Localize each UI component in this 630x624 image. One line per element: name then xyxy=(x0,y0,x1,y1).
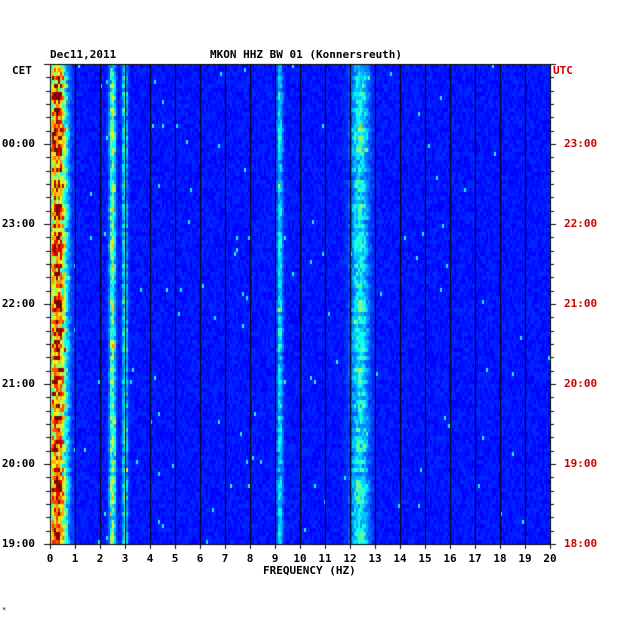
x-tick-label: 4 xyxy=(146,552,154,565)
x-tick-label: 16 xyxy=(443,552,457,565)
x-tick-label: 12 xyxy=(343,552,357,565)
corner-mark: * xyxy=(2,606,7,614)
left-y-tick-label: 20:00 xyxy=(1,457,35,470)
left-y-tick-label: 23:00 xyxy=(1,217,35,230)
x-tick-label: 5 xyxy=(171,552,179,565)
x-tick-label: 2 xyxy=(96,552,104,565)
x-tick-label: 17 xyxy=(468,552,482,565)
right-y-tick-label: 21:00 xyxy=(564,297,598,310)
x-tick-label: 18 xyxy=(493,552,507,565)
x-tick-label: 7 xyxy=(221,552,229,565)
right-y-tick-label: 20:00 xyxy=(564,377,598,390)
cet-label: CET xyxy=(12,64,32,77)
x-tick-label: 1 xyxy=(71,552,79,565)
x-tick-label: 14 xyxy=(393,552,407,565)
right-y-tick-label: 18:00 xyxy=(564,537,598,550)
left-y-tick-label: 21:00 xyxy=(1,377,35,390)
x-axis-title: FREQUENCY (HZ) xyxy=(263,564,356,577)
x-tick-label: 11 xyxy=(318,552,332,565)
left-y-tick-label: 19:00 xyxy=(1,537,35,550)
x-tick-label: 8 xyxy=(246,552,254,565)
left-y-tick-label: 00:00 xyxy=(1,137,35,150)
right-y-tick-label: 22:00 xyxy=(564,217,598,230)
x-tick-label: 19 xyxy=(518,552,532,565)
x-tick-label: 20 xyxy=(543,552,557,565)
station-title: MKON HHZ BW 01 (Konnersreuth) xyxy=(210,48,403,61)
x-tick-label: 13 xyxy=(368,552,382,565)
utc-label: UTC xyxy=(553,64,573,77)
x-tick-label: 10 xyxy=(293,552,307,565)
right-y-tick-label: 19:00 xyxy=(564,457,598,470)
x-tick-label: 0 xyxy=(46,552,54,565)
left-y-tick-label: 22:00 xyxy=(1,297,35,310)
date-label: Dec11,2011 xyxy=(50,48,117,61)
right-y-tick-label: 23:00 xyxy=(564,137,598,150)
x-tick-label: 3 xyxy=(121,552,129,565)
x-tick-label: 9 xyxy=(271,552,279,565)
x-tick-label: 6 xyxy=(196,552,204,565)
x-tick-label: 15 xyxy=(418,552,432,565)
